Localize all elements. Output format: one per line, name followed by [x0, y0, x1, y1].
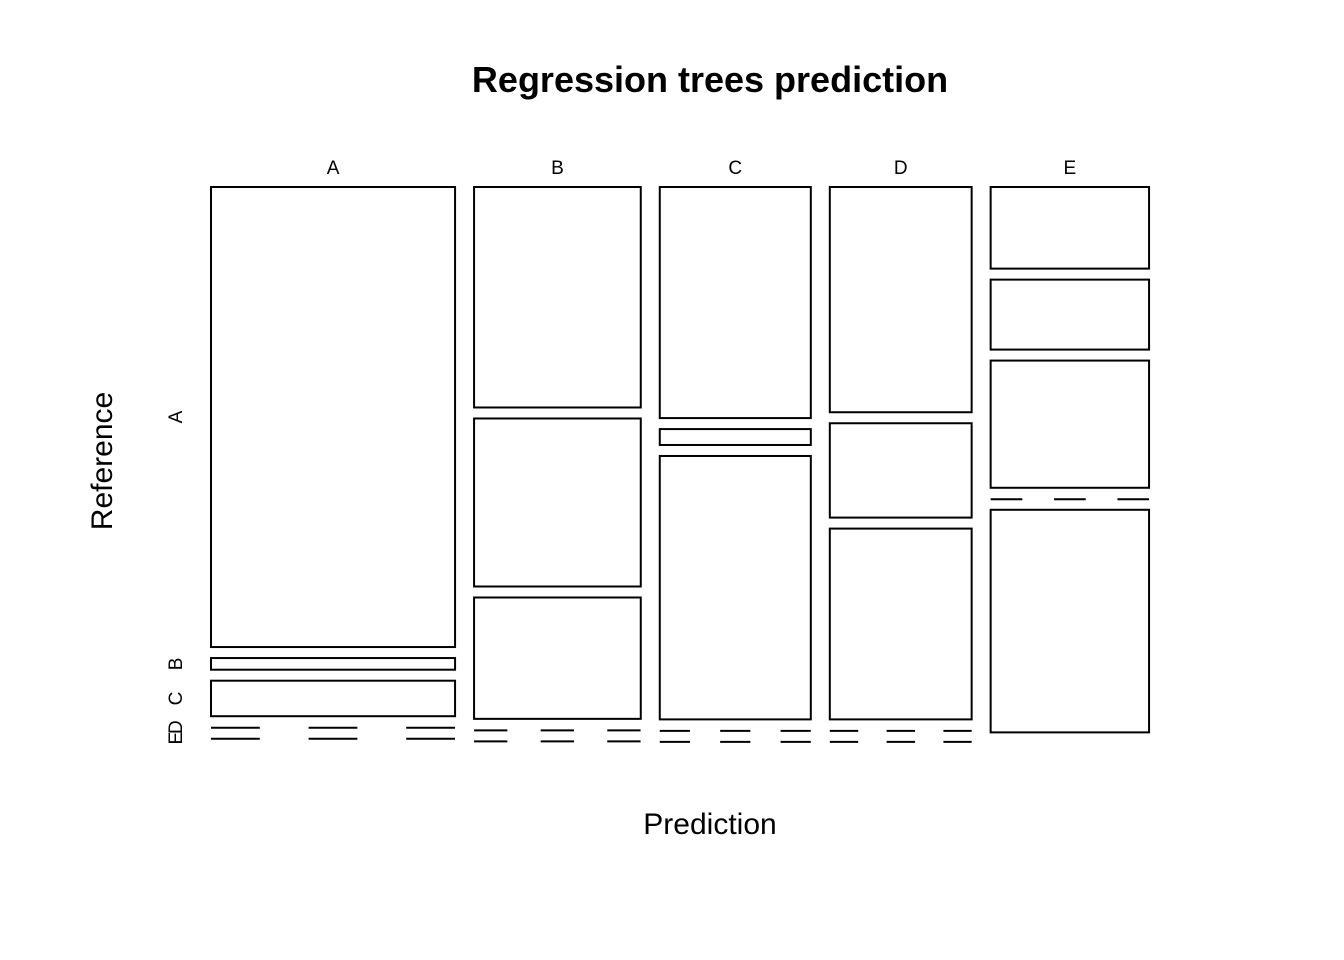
y-axis-title: Reference	[86, 392, 119, 530]
tile-a-c	[210, 679, 457, 718]
y-tick-label-a: A	[166, 410, 187, 423]
y-tick-label-e: E	[166, 732, 187, 745]
y-tick-label-b: B	[166, 658, 187, 671]
x-tick-label-d: D	[894, 158, 908, 179]
x-axis-title: Prediction	[643, 808, 776, 841]
mosaic-tiles	[210, 186, 1151, 743]
tile-e-a	[989, 186, 1151, 270]
tile-d-a	[828, 186, 973, 414]
x-tick-label-c: C	[728, 158, 742, 179]
tile-e-b	[989, 278, 1151, 351]
tile-d-b	[828, 422, 973, 519]
tile-b-b	[473, 417, 642, 588]
x-tick-label-e: E	[1064, 158, 1077, 179]
y-tick-labels: A B CDE	[166, 410, 187, 744]
tile-c-a	[658, 186, 812, 420]
y-tick-label-c: C	[166, 692, 187, 706]
y-tick-label-d: D	[166, 720, 187, 734]
tile-c-c	[658, 454, 812, 721]
x-tick-label-a: A	[327, 158, 340, 179]
tile-d-c	[828, 527, 973, 721]
tile-b-c	[473, 596, 642, 720]
tile-c-b	[658, 428, 812, 446]
chart-title: Regression trees prediction	[472, 59, 948, 100]
tile-b-a	[473, 186, 642, 409]
tile-e-e	[989, 508, 1151, 734]
x-tick-label-b: B	[551, 158, 564, 179]
tile-a-a	[210, 186, 457, 649]
tile-e-c	[989, 359, 1151, 489]
tile-a-b	[210, 657, 457, 671]
x-tick-labels: A B C D E	[327, 158, 1077, 179]
